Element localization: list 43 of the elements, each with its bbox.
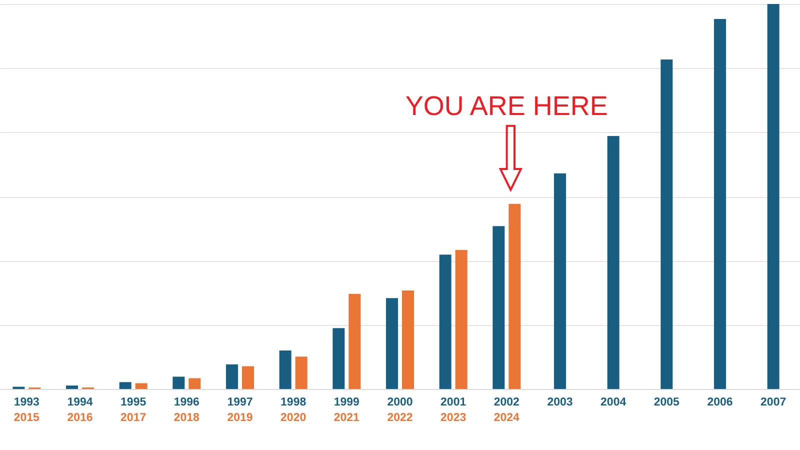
text: 2017 [120,412,146,424]
bar [348,294,361,389]
bar [455,250,468,389]
bar [508,204,521,389]
x-tick-label: 1996 [174,396,200,408]
bar [66,386,78,389]
annotation: YOU ARE HERE [405,90,608,121]
bar [242,366,254,389]
x-tick-label: 2002 [494,396,520,408]
x-tick-label: 1994 [67,396,94,408]
bar [188,378,201,389]
text: 2020 [280,412,306,424]
bar [279,350,292,389]
text: 2015 [14,412,40,424]
x-tick-label: 2005 [654,396,680,408]
text: 2016 [67,412,93,424]
bar [402,290,414,389]
x-tick-label: 2003 [547,396,573,408]
text: 2023 [440,412,466,424]
x-tick-label: 1998 [280,396,307,408]
x-tick-label: 1993 [14,396,40,408]
bar [172,376,185,389]
x-tick-label: 1999 [334,396,360,408]
x-tick-label: 1995 [120,396,147,408]
x-tick-label: 2004 [600,396,627,408]
x-tick-label: 2006 [707,396,733,408]
text: 2024 [494,412,520,424]
bar [295,356,308,389]
bar [492,226,505,389]
bar [386,298,398,389]
bar [226,364,238,389]
x-tick-label: 1997 [227,396,253,408]
text: 2019 [227,412,253,424]
text: 2021 [334,412,360,424]
text: 2018 [174,412,200,424]
bar [332,328,345,389]
text: 2022 [387,412,413,424]
x-tick-label: 2007 [760,396,786,408]
bar [135,383,148,389]
bar [439,254,452,389]
bar [119,382,132,389]
x-tick-label: 2000 [387,396,413,408]
x-tick-label: 2001 [440,396,467,408]
